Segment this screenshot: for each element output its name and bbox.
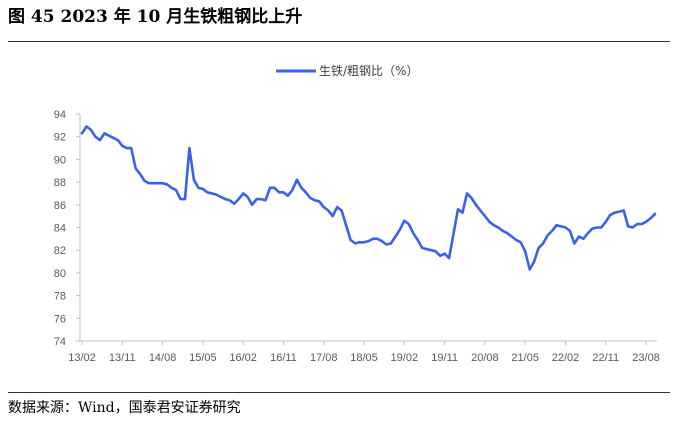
series-group bbox=[80, 125, 657, 271]
x-tick-label: 21/05 bbox=[511, 352, 539, 364]
y-tick-label: 86 bbox=[54, 200, 66, 212]
x-tick-label: 16/11 bbox=[270, 352, 297, 364]
legend-label: 生铁/粗钢比（%） bbox=[319, 64, 418, 78]
x-tick-label: 22/11 bbox=[592, 352, 619, 364]
y-tick-label: 80 bbox=[54, 268, 66, 280]
top-divider bbox=[8, 41, 670, 42]
x-tick-label: 13/02 bbox=[68, 352, 96, 364]
series-line bbox=[80, 125, 657, 271]
x-tick-label: 20/08 bbox=[471, 352, 499, 364]
y-tick-label: 82 bbox=[54, 245, 66, 257]
x-tick-label: 18/05 bbox=[350, 352, 378, 364]
y-tick-label: 88 bbox=[54, 177, 66, 189]
y-tick-label: 74 bbox=[54, 336, 66, 348]
y-tick-label: 94 bbox=[54, 109, 66, 121]
x-tick-label: 23/08 bbox=[632, 352, 660, 364]
source-note: 数据来源：Wind，国泰君安证券研究 bbox=[8, 400, 241, 416]
x-tick-label: 19/11 bbox=[431, 352, 458, 364]
bottom-divider bbox=[8, 392, 670, 393]
legend: 生铁/粗钢比（%） bbox=[276, 64, 418, 78]
y-tick-label: 78 bbox=[54, 291, 66, 303]
x-tick-label: 15/05 bbox=[189, 352, 217, 364]
x-tick-label: 17/08 bbox=[310, 352, 338, 364]
x-tick-label: 22/02 bbox=[552, 352, 580, 364]
x-tick-label: 13/11 bbox=[109, 352, 136, 364]
x-tick-label: 14/08 bbox=[149, 352, 177, 364]
x-tick-label: 19/02 bbox=[391, 352, 419, 364]
x-tick-label: 16/02 bbox=[229, 352, 257, 364]
y-tick-label: 84 bbox=[54, 223, 66, 235]
chart-title: 图 45 2023 年 10 月生铁粗钢比上升 bbox=[8, 7, 303, 27]
x-axis: 13/02 13/11 14/08 15/05 16/02 16/11 17/08 18/05… bbox=[68, 340, 660, 364]
y-tick-label: 76 bbox=[54, 313, 66, 325]
y-tick-label: 92 bbox=[54, 132, 66, 144]
y-tick-label: 90 bbox=[54, 154, 66, 166]
y-axis: 74 76 78 80 82 84 86 88 90 92 94 bbox=[54, 109, 81, 348]
